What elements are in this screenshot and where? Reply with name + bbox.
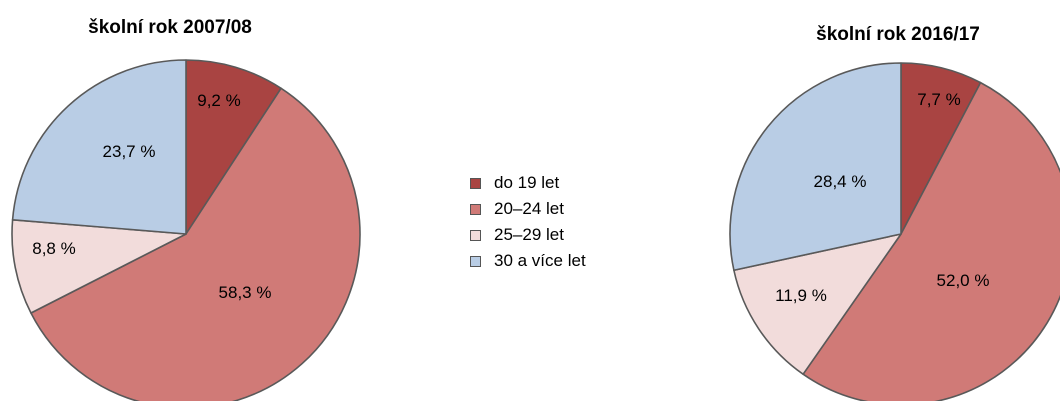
pie-2007-08: 9,2 % 58,3 % 8,8 % 23,7 %: [11, 59, 361, 401]
pie-slice-20-24-let: [30, 87, 361, 401]
slice-label-25-29-let: 11,9 %: [775, 286, 827, 305]
legend-item-30-a-vice-let: 30 a více let: [470, 248, 586, 274]
legend-swatch: [470, 203, 481, 215]
pie-title-2007-08: školní rok 2007/08: [88, 17, 252, 38]
pie-slice-30-a-vice-let: [11, 59, 187, 235]
slice-label-20-24-let: 52,0 %: [937, 271, 990, 290]
legend-swatch: [470, 255, 481, 267]
pie-slice-30-a-vice-let: [729, 62, 902, 272]
legend-swatch: [470, 229, 481, 241]
legend-label: 25–29 let: [494, 225, 564, 244]
pie-2016-17: 7,7 % 52,0 % 11,9 % 28,4 %: [729, 62, 1060, 401]
pie-title-2016-17: školní rok 2016/17: [816, 24, 980, 45]
slice-label-25-29-let: 8,8 %: [32, 239, 75, 258]
pie-slice-20-24-let: [802, 81, 1060, 401]
pie-slice-25-29-let: [11, 219, 187, 314]
legend-label: 20–24 let: [494, 199, 564, 218]
legend-swatch: [470, 177, 481, 189]
pie-slice-25-29-let: [733, 233, 902, 376]
slice-label-do-19-let: 7,7 %: [917, 90, 960, 109]
slice-label-20-24-let: 58,3 %: [219, 283, 272, 302]
legend-label: do 19 let: [494, 173, 560, 192]
legend-item-25-29-let: 25–29 let: [470, 222, 586, 248]
legend-item-20-24-let: 20–24 let: [470, 196, 586, 222]
slice-label-30-a-vice-let: 28,4 %: [814, 172, 867, 191]
legend-item-do-19-let: do 19 let: [470, 170, 586, 196]
pie-slice-do-19-let: [185, 59, 282, 235]
slice-label-do-19-let: 9,2 %: [197, 91, 240, 110]
legend-label: 30 a více let: [494, 251, 586, 270]
slice-label-30-a-vice-let: 23,7 %: [103, 142, 156, 161]
legend: do 19 let 20–24 let 25–29 let 30 a více …: [470, 170, 586, 274]
